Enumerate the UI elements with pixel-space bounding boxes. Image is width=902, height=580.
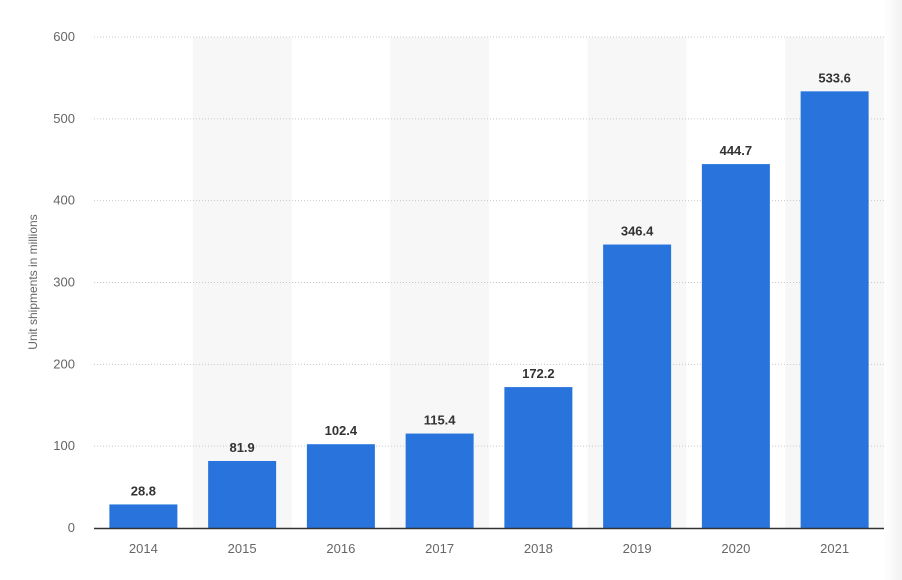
bar[interactable] <box>701 164 770 529</box>
bar[interactable] <box>603 244 672 528</box>
data-label: 28.8 <box>131 483 156 498</box>
data-label: 172.2 <box>522 366 555 381</box>
x-tick-label: 2020 <box>721 541 750 556</box>
x-tick-label: 2014 <box>129 541 158 556</box>
y-tick-label: 500 <box>53 111 75 126</box>
data-label: 81.9 <box>229 440 254 455</box>
background-band <box>192 37 292 528</box>
x-tick-label: 2015 <box>228 541 257 556</box>
x-tick-label: 2021 <box>820 541 849 556</box>
y-tick-label: 0 <box>68 520 75 535</box>
data-label: 115.4 <box>424 413 457 428</box>
x-tick-label: 2019 <box>623 541 652 556</box>
bar[interactable] <box>109 504 178 528</box>
bar[interactable] <box>504 387 573 528</box>
y-tick-label: 600 <box>53 29 75 44</box>
x-tick-label: 2018 <box>524 541 553 556</box>
y-axis-title: Unit shipments in millions <box>26 214 40 350</box>
data-label: 346.4 <box>621 224 654 239</box>
bar[interactable] <box>306 444 375 528</box>
y-tick-label: 200 <box>53 356 75 371</box>
bar[interactable] <box>405 433 474 528</box>
x-tick-label: 2016 <box>326 541 355 556</box>
bar[interactable] <box>800 91 869 528</box>
data-label: 533.6 <box>818 70 851 85</box>
data-label: 102.4 <box>325 423 358 438</box>
data-label: 444.7 <box>720 143 753 158</box>
y-tick-label: 400 <box>53 193 75 208</box>
y-tick-label: 300 <box>53 275 75 290</box>
bar[interactable] <box>208 460 277 528</box>
x-tick-label: 2017 <box>425 541 454 556</box>
y-tick-label: 100 <box>53 438 75 453</box>
